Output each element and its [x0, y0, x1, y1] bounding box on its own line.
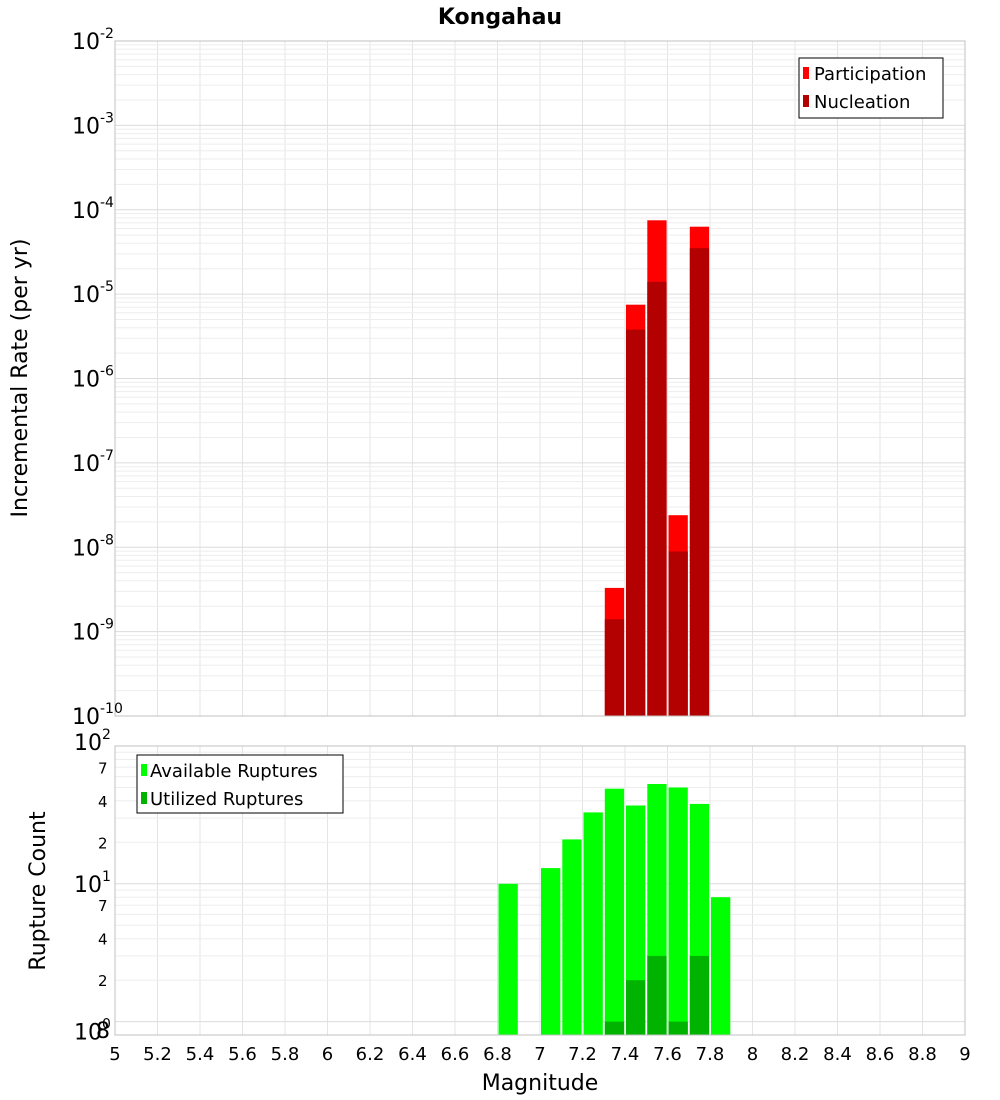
bottom-y-axis-label: Rupture Count [26, 811, 51, 971]
bar-nucleation-2 [647, 281, 667, 716]
x-tick-label-18: 8.6 [866, 1044, 895, 1065]
x-tick-label-1: 5.2 [143, 1044, 172, 1065]
x-tick-label-19: 8.8 [908, 1044, 937, 1065]
y-tick-label-5: 10-7 [72, 448, 114, 477]
chart-title: Kongahau [438, 5, 562, 30]
x-tick-label-0: 5 [109, 1044, 120, 1065]
bar-nucleation-1 [626, 329, 646, 716]
bar-available-ruptures-7 [668, 787, 688, 1035]
bottom-y-tick-labels: 102 101 100 7 4 2 7 4 2 8 [74, 727, 111, 1046]
bottom-y-minor-tick-label-5: 2 [98, 972, 108, 990]
bottom-y-minor-tick-label-6: 8 [96, 1019, 110, 1044]
bar-utilized-ruptures-6 [647, 955, 667, 1035]
bar-available-ruptures-1 [541, 868, 561, 1035]
legend-label-nucleation: Nucleation [814, 92, 910, 113]
legend-swatch-nucleation [803, 95, 809, 107]
bottom-y-tick-label-0: 102 [74, 727, 111, 756]
legend-swatch-available-ruptures [141, 764, 147, 776]
y-tick-label-7: 10-9 [72, 617, 114, 646]
bar-available-ruptures-2 [562, 839, 582, 1035]
x-tick-label-9: 6.8 [483, 1044, 512, 1065]
x-axis-label: Magnitude [482, 1071, 599, 1096]
x-tick-label-20: 9 [959, 1044, 970, 1065]
bar-available-ruptures-3 [583, 812, 603, 1035]
bottom-bars [498, 784, 731, 1035]
x-tick-label-8: 6.6 [441, 1044, 470, 1065]
bar-utilized-ruptures-7 [668, 1021, 688, 1035]
bottom-y-tick-label-1: 101 [74, 869, 111, 898]
bottom-y-minor-tick-label-2: 2 [98, 834, 108, 852]
top-bars [604, 220, 710, 717]
y-tick-label-8: 10-10 [72, 701, 123, 730]
top-plot-border [114, 40, 966, 717]
legend-label-participation: Participation [814, 64, 926, 85]
x-tick-label-3: 5.6 [228, 1044, 257, 1065]
x-tick-labels: 5 5.2 5.4 5.6 5.8 6 6.2 6.4 6.6 6.8 7 7.2 7.4 7.6 7.8 8… [109, 1044, 970, 1065]
top-y-axis-label: Incremental Rate (per yr) [8, 239, 33, 518]
x-tick-label-13: 7.6 [653, 1044, 682, 1065]
x-tick-label-2: 5.4 [186, 1044, 215, 1065]
x-tick-label-14: 7.8 [696, 1044, 725, 1065]
top-grid [114, 41, 966, 717]
bar-nucleation-4 [689, 248, 710, 716]
bottom-y-tick-label-2: 100 [74, 1017, 111, 1046]
bottom-y-minor-tick-label-4: 4 [98, 931, 108, 949]
y-tick-label-3: 10-5 [72, 279, 114, 308]
y-tick-label-0: 10-2 [72, 26, 114, 55]
bottom-legend: Available Ruptures Utilized Ruptures [136, 754, 344, 814]
legend-swatch-participation [803, 67, 809, 79]
y-tick-label-6: 10-8 [72, 532, 114, 561]
bottom-plot-border [114, 745, 966, 1036]
x-tick-label-4: 5.8 [271, 1044, 300, 1065]
legend-swatch-utilized-ruptures [141, 792, 147, 804]
y-tick-label-1: 10-3 [72, 110, 114, 139]
y-tick-label-2: 10-4 [72, 195, 114, 224]
top-y-tick-labels: 10-2 10-3 10-4 10-5 10-6 10-7 10-8 10-9 10-10 [72, 26, 123, 730]
bar-nucleation-3 [668, 551, 688, 716]
x-tick-label-16: 8.2 [781, 1044, 810, 1065]
bottom-grid [114, 746, 966, 1035]
bottom-y-minor-tick-label-0: 7 [98, 759, 108, 777]
bar-utilized-ruptures-4 [604, 1021, 625, 1035]
bar-nucleation-0 [604, 619, 625, 716]
legend-label-available-ruptures: Available Ruptures [150, 761, 318, 782]
x-tick-label-17: 8.4 [823, 1044, 852, 1065]
bar-available-ruptures-0 [498, 883, 518, 1035]
bar-available-ruptures-5 [626, 805, 646, 1035]
x-tick-label-5: 6 [322, 1044, 333, 1065]
bar-available-ruptures-9 [711, 897, 731, 1035]
x-tick-label-10: 7 [534, 1044, 545, 1065]
y-tick-label-4: 10-6 [72, 364, 114, 393]
x-tick-label-11: 7.2 [568, 1044, 597, 1065]
x-tick-label-6: 6.2 [356, 1044, 385, 1065]
bottom-y-minor-tick-label-3: 7 [98, 897, 108, 915]
bar-utilized-ruptures-5 [626, 980, 646, 1035]
bar-available-ruptures-4 [604, 788, 625, 1035]
x-tick-label-15: 8 [747, 1044, 758, 1065]
bottom-y-minor-tick-label-1: 4 [98, 793, 108, 811]
legend-label-utilized-ruptures: Utilized Ruptures [150, 789, 303, 810]
bar-utilized-ruptures-8 [689, 955, 710, 1035]
top-legend: Participation Nucleation [798, 57, 944, 119]
x-tick-label-7: 6.4 [398, 1044, 427, 1065]
x-tick-label-12: 7.4 [611, 1044, 640, 1065]
